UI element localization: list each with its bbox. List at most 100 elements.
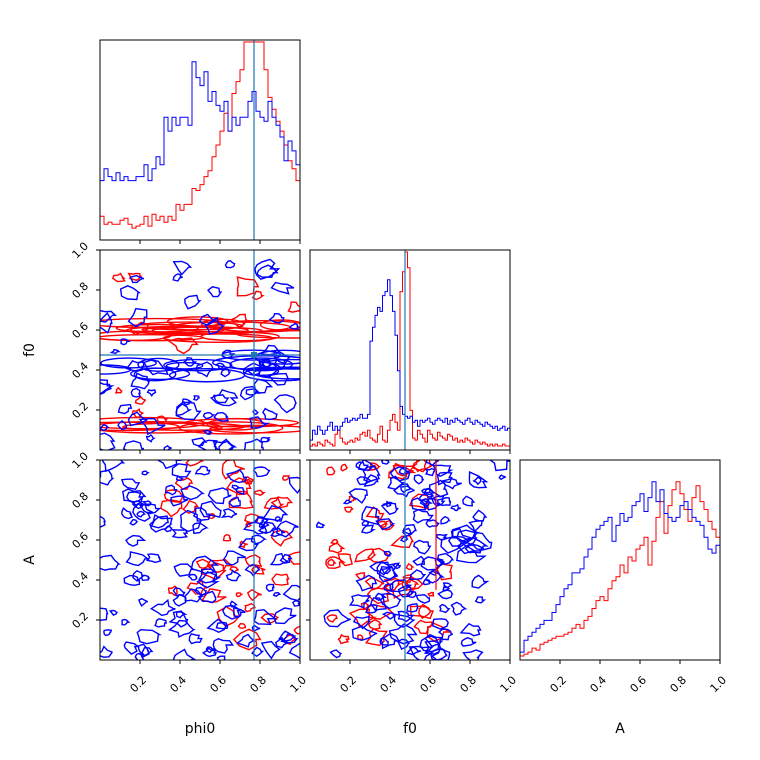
contour-blue [456, 545, 487, 564]
contour-blue [355, 461, 369, 471]
contour-blue [142, 359, 169, 376]
contour-blue [440, 515, 451, 525]
contour-red [390, 534, 415, 549]
contour-blue [233, 607, 246, 618]
contour-blue [450, 503, 461, 512]
contour-blue [424, 467, 436, 477]
contour-blue [206, 618, 228, 633]
contour-blue [129, 274, 145, 284]
contour-blue [225, 468, 248, 484]
contour-blue [171, 463, 192, 478]
contour-blue [280, 633, 299, 644]
x-axis-label-A: A [615, 721, 625, 737]
contour-blue [163, 445, 172, 450]
contour-blue [175, 475, 184, 482]
contour-blue [440, 536, 468, 554]
contour-blue [260, 344, 280, 356]
contour-blue [397, 585, 416, 598]
contour-blue [380, 567, 392, 575]
contour-blue [379, 637, 389, 646]
contour-blue [253, 608, 278, 626]
contour-blue [126, 491, 144, 503]
contour-red [340, 463, 349, 472]
contour-blue [249, 416, 271, 429]
contour-blue [182, 356, 197, 367]
y-tick-label: 0.2 [70, 400, 92, 422]
contour-blue [220, 368, 232, 378]
contour-blue [436, 552, 455, 565]
contour-red [367, 619, 383, 630]
contour-blue [415, 594, 431, 604]
contour-blue [380, 502, 399, 516]
y-tick-label: 0.8 [70, 280, 92, 302]
contour-blue [141, 500, 152, 507]
contour-blue [175, 611, 188, 619]
x-tick-label: 0.8 [458, 674, 480, 696]
contour-blue [440, 478, 462, 490]
contour-red [163, 489, 185, 503]
contour-blue [468, 520, 483, 533]
contour-blue [192, 522, 209, 535]
contour-red [239, 540, 248, 549]
y-tick-label: 1.0 [70, 450, 92, 472]
contour-blue [121, 618, 131, 626]
contour-blue [424, 640, 442, 655]
contour-blue [123, 641, 140, 655]
contour-blue [130, 372, 151, 390]
contour-red [111, 272, 126, 283]
contour-blue [474, 596, 487, 604]
contour-blue [270, 527, 287, 538]
contour-blue [423, 487, 435, 498]
contour-red [405, 562, 415, 571]
contour-red [388, 462, 417, 480]
contour-blue [456, 536, 489, 555]
x-tick-label: 0.4 [168, 674, 190, 696]
contour-blue [149, 513, 173, 533]
contour-blue [108, 609, 119, 616]
contour-blue [138, 597, 149, 607]
contour-red [127, 272, 143, 281]
contour-blue [137, 643, 150, 658]
contour-blue [109, 348, 121, 355]
contour-blue [123, 574, 141, 587]
contour-blue [425, 460, 440, 467]
contour-blue [498, 474, 507, 481]
contour-red [162, 333, 274, 343]
contour-red [263, 497, 285, 510]
contour-blue [438, 628, 454, 641]
contour-red [100, 333, 205, 342]
contour-red [380, 519, 396, 531]
contour-blue [206, 286, 223, 298]
contour-blue [173, 563, 196, 577]
contour-red [401, 577, 425, 592]
x-axis-label-phi0: phi0 [185, 721, 216, 737]
contour-blue [222, 550, 247, 566]
hist-A-frame [519, 459, 721, 661]
contour-blue [260, 436, 271, 443]
contour-blue [215, 621, 229, 630]
contour-blue [380, 460, 390, 465]
contour-blue [239, 385, 262, 401]
contour-blue [412, 508, 434, 524]
hist-group-phi0 [100, 40, 300, 240]
contour-blue [348, 488, 368, 504]
contour-blue [119, 285, 142, 301]
contour-f0-phi0 [100, 250, 300, 450]
contour-blue [164, 484, 178, 496]
contour-blue [292, 600, 300, 607]
contour-red [356, 634, 364, 641]
histogram-red-phi0 [100, 41, 300, 229]
contour-blue [243, 438, 265, 450]
contour-blue [243, 362, 265, 376]
x-tick-label: 0.2 [548, 674, 570, 696]
contour-blue [224, 259, 236, 269]
contour-blue [383, 550, 393, 557]
contour-blue [181, 398, 193, 406]
contour-blue [456, 529, 478, 547]
contour-blue [125, 534, 147, 547]
contour-blue [399, 535, 409, 543]
contour-red [209, 424, 300, 434]
histogram-red-A [520, 481, 720, 657]
contour-f0-phi0-frame [99, 249, 301, 451]
